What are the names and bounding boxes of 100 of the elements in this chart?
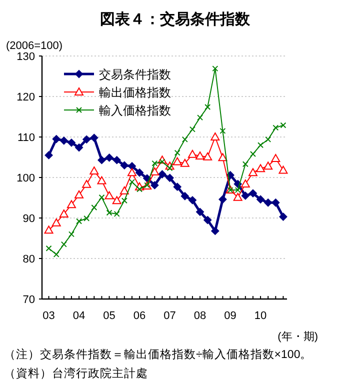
point xyxy=(136,168,144,177)
point xyxy=(256,195,265,204)
point xyxy=(52,218,61,226)
y-axis-title: (2006=100) xyxy=(6,40,63,52)
point xyxy=(98,156,106,164)
point xyxy=(114,210,120,217)
legend-label: 交易条件指数 xyxy=(99,68,171,82)
point xyxy=(180,158,190,167)
point xyxy=(172,157,182,166)
point xyxy=(166,174,174,182)
x-tick-label: 08 xyxy=(194,310,206,322)
chart-title: 図表４：交易条件指数 xyxy=(100,10,251,28)
point xyxy=(174,150,180,156)
point xyxy=(127,168,136,176)
point xyxy=(75,144,84,152)
point xyxy=(204,104,211,110)
point xyxy=(256,164,266,172)
point xyxy=(258,142,264,148)
point xyxy=(91,204,98,210)
point xyxy=(242,161,248,168)
point xyxy=(82,135,91,144)
point xyxy=(234,187,241,194)
point xyxy=(241,192,250,200)
point xyxy=(84,215,90,222)
point xyxy=(189,126,196,132)
point xyxy=(182,136,188,142)
point xyxy=(128,162,136,170)
point xyxy=(152,160,158,166)
point xyxy=(66,200,76,208)
legend-label: 輸入価格指数 xyxy=(99,104,171,118)
point xyxy=(218,195,227,204)
point xyxy=(53,251,60,258)
point xyxy=(272,198,280,207)
point xyxy=(112,156,121,164)
point xyxy=(60,136,68,145)
point xyxy=(90,134,98,142)
point xyxy=(278,166,288,174)
point xyxy=(204,216,212,224)
point xyxy=(74,190,84,198)
point xyxy=(106,210,112,216)
point xyxy=(105,154,114,162)
x-tick-label: 03 xyxy=(42,310,55,322)
point xyxy=(98,194,105,200)
point xyxy=(68,231,74,238)
point xyxy=(180,192,189,200)
point xyxy=(265,136,272,142)
point xyxy=(248,168,258,176)
point xyxy=(279,212,288,221)
point xyxy=(158,170,166,178)
x-tick-label: 07 xyxy=(164,310,176,322)
point xyxy=(60,241,67,248)
y-tick-label: 90 xyxy=(22,213,35,225)
point xyxy=(264,198,272,207)
point xyxy=(128,178,135,185)
x-tick-label: 06 xyxy=(133,310,146,322)
legend-label: 輸出価格指数 xyxy=(99,86,171,100)
text: （資料）台湾行政院主計處 xyxy=(4,366,148,380)
y-tick-label: 130 xyxy=(16,51,35,63)
point xyxy=(264,162,273,170)
point xyxy=(90,166,99,175)
point xyxy=(280,122,286,128)
point xyxy=(59,209,68,218)
point xyxy=(203,152,212,160)
x-tick-label: 09 xyxy=(224,310,236,322)
point xyxy=(188,196,196,204)
y-tick-label: 80 xyxy=(22,254,35,266)
point xyxy=(218,153,228,162)
text: （注）交易条件指数＝輸出価格指数÷輸入価格指数×100。 xyxy=(4,347,312,361)
point xyxy=(97,176,106,184)
point xyxy=(272,124,279,131)
point xyxy=(196,208,204,216)
y-tick-label: 70 xyxy=(22,294,35,306)
point xyxy=(46,245,52,252)
point xyxy=(271,154,280,162)
point xyxy=(173,182,182,191)
point xyxy=(188,150,197,158)
point xyxy=(211,226,220,235)
point xyxy=(120,161,128,170)
point xyxy=(250,151,256,158)
point xyxy=(196,152,205,160)
point xyxy=(210,132,220,140)
point xyxy=(150,181,159,190)
y-tick-label: 120 xyxy=(16,92,35,104)
point xyxy=(44,151,53,160)
x-tick-label: 10 xyxy=(254,310,267,322)
point xyxy=(233,192,242,201)
point xyxy=(248,189,257,198)
point xyxy=(104,191,114,200)
x-tick-label: 04 xyxy=(72,310,86,322)
point xyxy=(44,226,54,234)
point xyxy=(112,196,122,204)
point xyxy=(240,179,250,188)
y-tick-label: 100 xyxy=(16,172,35,184)
point xyxy=(220,128,226,134)
x-axis-title: (年・期) xyxy=(278,331,318,343)
point xyxy=(52,135,60,144)
point xyxy=(121,198,128,204)
x-tick-label: 05 xyxy=(103,310,116,322)
point xyxy=(82,180,92,188)
point xyxy=(76,218,82,224)
